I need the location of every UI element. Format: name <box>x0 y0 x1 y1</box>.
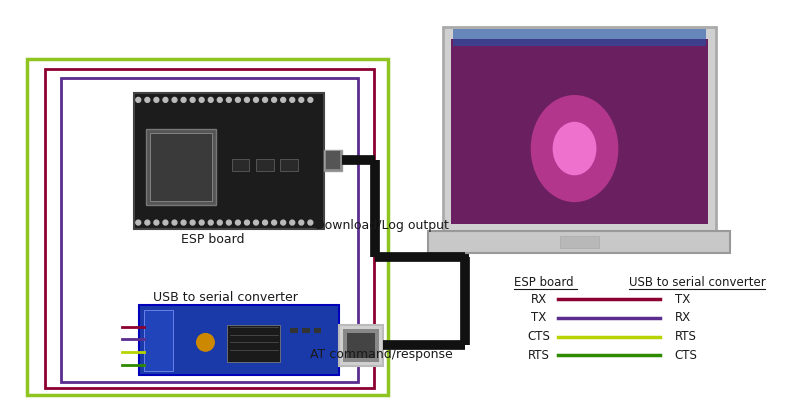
Bar <box>343 329 379 362</box>
Circle shape <box>253 220 258 225</box>
Circle shape <box>226 220 231 225</box>
Circle shape <box>136 220 141 225</box>
Bar <box>139 305 339 375</box>
Circle shape <box>263 97 268 102</box>
Bar <box>134 93 324 229</box>
Text: RX: RX <box>675 311 691 325</box>
Circle shape <box>154 97 159 102</box>
Circle shape <box>199 220 204 225</box>
Circle shape <box>218 220 222 225</box>
Circle shape <box>245 97 249 102</box>
Circle shape <box>299 220 304 225</box>
Circle shape <box>236 220 241 225</box>
Bar <box>451 38 708 223</box>
Circle shape <box>181 97 186 102</box>
Circle shape <box>208 220 213 225</box>
Circle shape <box>226 97 231 102</box>
Text: RTS: RTS <box>675 330 696 343</box>
Circle shape <box>136 97 141 102</box>
Circle shape <box>197 334 214 351</box>
Bar <box>326 152 340 169</box>
Bar <box>339 325 383 366</box>
Ellipse shape <box>530 95 619 202</box>
Bar <box>150 133 212 201</box>
Bar <box>347 332 375 358</box>
Bar <box>61 78 358 382</box>
Circle shape <box>308 220 313 225</box>
Bar <box>256 159 274 171</box>
Text: Download/Log output: Download/Log output <box>314 219 449 232</box>
Text: USB to serial converter: USB to serial converter <box>153 291 299 304</box>
Circle shape <box>218 97 222 102</box>
Circle shape <box>163 97 168 102</box>
Circle shape <box>172 220 177 225</box>
Bar <box>560 236 599 248</box>
Bar <box>429 231 730 253</box>
Circle shape <box>172 97 177 102</box>
Bar <box>145 310 173 370</box>
Circle shape <box>253 97 258 102</box>
Text: USB to serial converter: USB to serial converter <box>629 276 766 289</box>
Text: TX: TX <box>675 293 690 306</box>
Circle shape <box>281 220 286 225</box>
Text: ESP board: ESP board <box>180 233 244 246</box>
Circle shape <box>191 220 195 225</box>
Bar <box>324 150 341 171</box>
Circle shape <box>191 97 195 102</box>
Text: AT command/response: AT command/response <box>310 347 453 361</box>
Bar <box>280 159 298 171</box>
Bar <box>44 69 374 388</box>
Circle shape <box>272 97 276 102</box>
Ellipse shape <box>553 122 596 176</box>
Circle shape <box>154 220 159 225</box>
Text: CTS: CTS <box>675 349 698 361</box>
Circle shape <box>263 220 268 225</box>
Bar <box>227 325 280 362</box>
Text: CTS: CTS <box>527 330 550 343</box>
Circle shape <box>236 97 241 102</box>
Circle shape <box>308 97 313 102</box>
Bar <box>453 29 706 46</box>
Circle shape <box>163 220 168 225</box>
Text: ESP board: ESP board <box>515 276 574 289</box>
Bar <box>443 27 715 231</box>
Bar <box>290 328 298 332</box>
Circle shape <box>272 220 276 225</box>
Circle shape <box>208 97 213 102</box>
Circle shape <box>181 220 186 225</box>
Bar <box>146 129 216 205</box>
Circle shape <box>145 220 150 225</box>
Bar <box>27 59 387 395</box>
Bar <box>451 38 708 223</box>
Text: RX: RX <box>530 293 546 306</box>
Circle shape <box>145 97 150 102</box>
Circle shape <box>299 97 304 102</box>
Circle shape <box>290 220 295 225</box>
Circle shape <box>199 97 204 102</box>
Circle shape <box>281 97 286 102</box>
Text: RTS: RTS <box>527 349 549 361</box>
Text: TX: TX <box>531 311 546 325</box>
Circle shape <box>245 220 249 225</box>
Bar <box>232 159 249 171</box>
Bar <box>314 328 322 332</box>
Bar <box>302 328 310 332</box>
Circle shape <box>290 97 295 102</box>
